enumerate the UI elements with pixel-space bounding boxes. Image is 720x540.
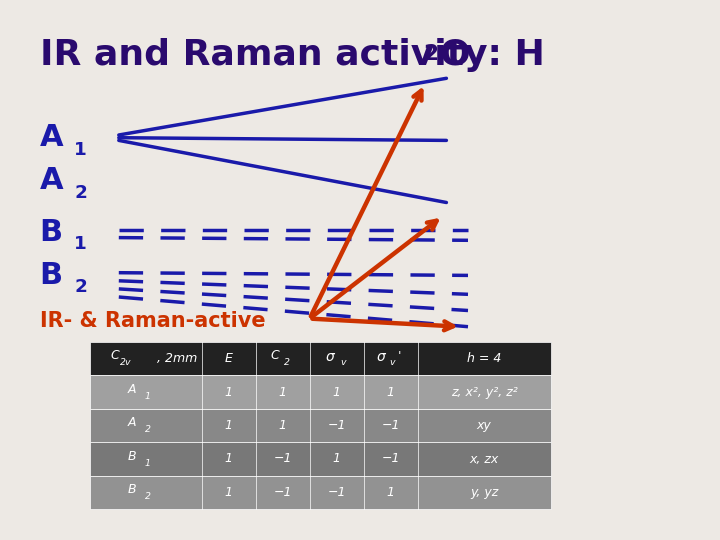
Text: −1: −1: [274, 486, 292, 499]
Text: E: E: [225, 352, 233, 365]
Text: z, x², y², z²: z, x², y², z²: [451, 386, 518, 399]
Text: C: C: [270, 349, 279, 362]
Text: B: B: [128, 450, 137, 463]
Text: 2: 2: [145, 492, 151, 501]
Text: A: A: [128, 383, 137, 396]
Text: 2: 2: [284, 358, 290, 367]
Text: −1: −1: [328, 486, 346, 499]
Text: 2: 2: [74, 184, 87, 202]
Bar: [90, 409, 551, 442]
Text: 1: 1: [279, 419, 287, 432]
Text: 1: 1: [333, 386, 341, 399]
Text: A: A: [40, 166, 63, 195]
Bar: [90, 342, 551, 375]
Text: 1: 1: [225, 419, 233, 432]
Text: −1: −1: [382, 453, 400, 465]
Text: 1: 1: [225, 486, 233, 499]
Text: A: A: [128, 416, 137, 429]
Text: 2: 2: [145, 425, 151, 434]
Text: B: B: [40, 261, 63, 290]
Text: ': ': [397, 350, 401, 363]
Text: 1: 1: [387, 486, 395, 499]
Bar: [90, 476, 551, 509]
Text: 1: 1: [225, 386, 233, 399]
Text: 2v: 2v: [120, 358, 132, 367]
Text: 1: 1: [74, 235, 87, 253]
Bar: [90, 442, 551, 476]
Text: −1: −1: [382, 419, 400, 432]
Text: v: v: [341, 358, 346, 367]
Text: 1: 1: [279, 386, 287, 399]
Text: 1: 1: [333, 453, 341, 465]
Text: −1: −1: [328, 419, 346, 432]
Text: IR and Raman activity: H: IR and Raman activity: H: [40, 38, 544, 72]
Text: 1: 1: [225, 453, 233, 465]
Text: x, zx: x, zx: [469, 453, 499, 465]
Text: C: C: [110, 349, 119, 362]
Text: O: O: [439, 38, 470, 72]
Text: 1: 1: [145, 458, 151, 468]
Text: 2: 2: [74, 278, 87, 296]
Bar: [90, 375, 551, 409]
Text: 2: 2: [423, 44, 438, 64]
Text: σ: σ: [325, 349, 335, 363]
Text: v: v: [389, 358, 395, 367]
Text: σ: σ: [377, 349, 385, 363]
Text: IR- & Raman-active: IR- & Raman-active: [40, 311, 265, 332]
Text: −1: −1: [274, 453, 292, 465]
Text: B: B: [128, 483, 137, 496]
Text: , 2mm: , 2mm: [157, 352, 197, 365]
Text: xy: xy: [477, 419, 492, 432]
Text: B: B: [40, 218, 63, 247]
Text: 1: 1: [145, 392, 151, 401]
Text: y, yz: y, yz: [470, 486, 498, 499]
Text: A: A: [40, 123, 63, 152]
Text: 1: 1: [387, 386, 395, 399]
Text: h = 4: h = 4: [467, 352, 501, 365]
Text: 1: 1: [74, 140, 87, 159]
